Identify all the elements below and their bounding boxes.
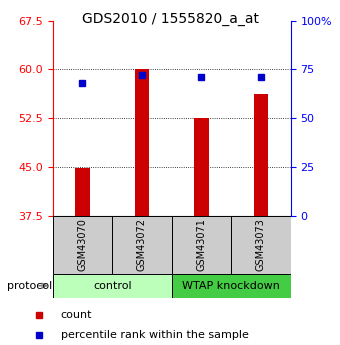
Bar (53, 274, 172, 298)
Bar (194, 118, 209, 216)
Bar (172, 216, 231, 274)
Text: GSM43071: GSM43071 (197, 218, 206, 272)
Text: control: control (93, 282, 132, 291)
Text: protocol: protocol (7, 281, 52, 290)
Text: GSM43073: GSM43073 (256, 218, 266, 272)
Bar (254, 94, 268, 216)
Bar (53, 216, 112, 274)
Bar (75, 168, 90, 216)
Text: count: count (61, 310, 92, 320)
Bar (172, 274, 291, 298)
Text: GSM43070: GSM43070 (78, 218, 87, 272)
Text: percentile rank within the sample: percentile rank within the sample (61, 329, 249, 339)
Text: GDS2010 / 1555820_a_at: GDS2010 / 1555820_a_at (82, 12, 258, 26)
Text: WTAP knockdown: WTAP knockdown (182, 282, 280, 291)
Bar (231, 216, 291, 274)
Bar (112, 216, 172, 274)
Bar (135, 69, 149, 216)
Text: GSM43072: GSM43072 (137, 218, 147, 272)
